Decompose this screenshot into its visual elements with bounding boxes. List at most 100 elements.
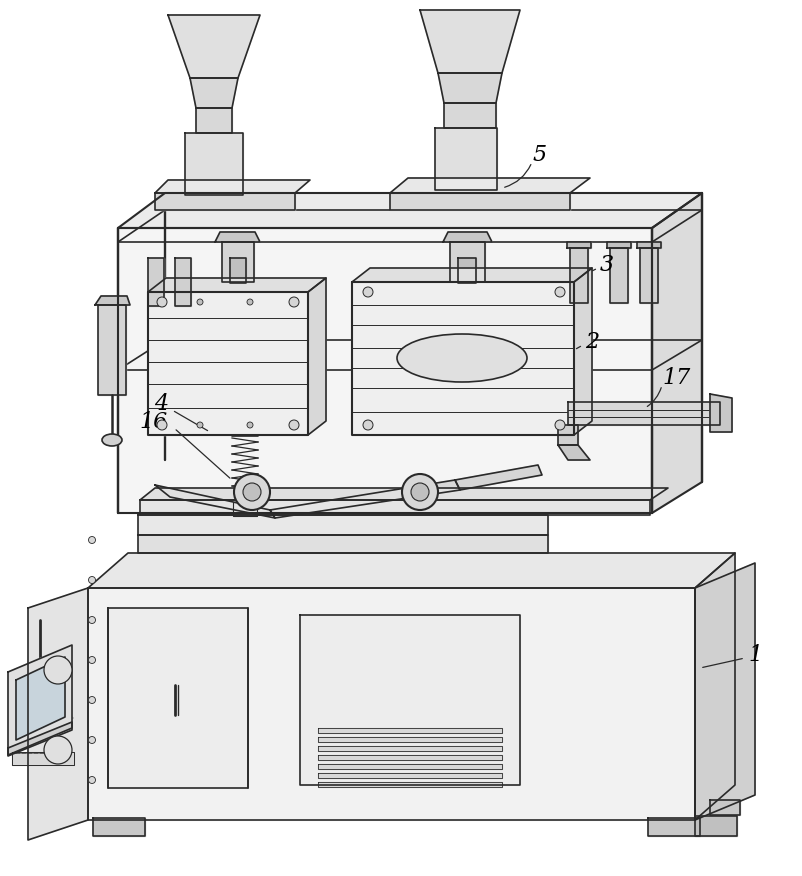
Polygon shape — [28, 588, 88, 840]
Polygon shape — [695, 816, 736, 836]
Polygon shape — [709, 800, 739, 815]
Polygon shape — [88, 553, 734, 588]
Polygon shape — [567, 402, 719, 425]
Circle shape — [363, 420, 373, 430]
Polygon shape — [98, 305, 126, 395]
Polygon shape — [639, 248, 657, 303]
Polygon shape — [435, 128, 496, 190]
Polygon shape — [647, 818, 699, 836]
Polygon shape — [88, 588, 695, 820]
Circle shape — [289, 297, 298, 307]
Polygon shape — [215, 232, 260, 242]
Polygon shape — [118, 193, 701, 228]
Text: 1: 1 — [747, 644, 761, 666]
Polygon shape — [138, 535, 547, 553]
Polygon shape — [557, 445, 589, 460]
Ellipse shape — [102, 434, 122, 446]
Circle shape — [88, 576, 95, 583]
Polygon shape — [318, 782, 501, 787]
Polygon shape — [233, 502, 257, 516]
Polygon shape — [184, 133, 243, 195]
Text: 17: 17 — [661, 367, 690, 389]
Polygon shape — [190, 78, 237, 108]
Polygon shape — [300, 615, 520, 785]
Polygon shape — [351, 282, 573, 435]
Polygon shape — [93, 818, 145, 836]
Polygon shape — [140, 488, 667, 500]
Polygon shape — [455, 465, 541, 490]
Polygon shape — [437, 73, 501, 103]
Polygon shape — [318, 728, 501, 733]
Polygon shape — [606, 242, 630, 248]
Polygon shape — [709, 394, 731, 432]
Polygon shape — [318, 764, 501, 769]
Polygon shape — [651, 193, 701, 513]
Circle shape — [196, 422, 203, 428]
Circle shape — [44, 736, 72, 764]
Circle shape — [88, 617, 95, 624]
Polygon shape — [351, 268, 591, 282]
Circle shape — [247, 299, 253, 305]
Text: 2: 2 — [585, 331, 598, 353]
Polygon shape — [318, 737, 501, 742]
Polygon shape — [175, 258, 191, 306]
Polygon shape — [457, 258, 476, 283]
Circle shape — [554, 420, 565, 430]
Polygon shape — [449, 242, 484, 282]
Polygon shape — [269, 480, 460, 518]
Polygon shape — [155, 193, 294, 210]
Polygon shape — [443, 232, 492, 242]
Polygon shape — [148, 292, 308, 435]
Circle shape — [243, 483, 261, 501]
Circle shape — [88, 536, 95, 543]
Polygon shape — [390, 178, 589, 193]
Polygon shape — [229, 258, 245, 283]
Polygon shape — [610, 248, 627, 303]
Polygon shape — [308, 278, 326, 435]
Circle shape — [402, 474, 437, 510]
Polygon shape — [155, 485, 274, 518]
Polygon shape — [196, 108, 232, 133]
Polygon shape — [557, 425, 577, 445]
Circle shape — [196, 299, 203, 305]
Polygon shape — [107, 608, 248, 788]
Circle shape — [88, 737, 95, 744]
Circle shape — [233, 474, 269, 510]
Circle shape — [88, 696, 95, 703]
Ellipse shape — [396, 334, 526, 382]
Polygon shape — [318, 746, 501, 751]
Circle shape — [157, 297, 167, 307]
Polygon shape — [140, 500, 649, 515]
Circle shape — [88, 656, 95, 663]
Polygon shape — [318, 773, 501, 778]
Polygon shape — [695, 563, 754, 820]
Circle shape — [157, 420, 167, 430]
Polygon shape — [566, 242, 590, 248]
Polygon shape — [16, 657, 65, 740]
Polygon shape — [419, 10, 520, 73]
Polygon shape — [390, 193, 569, 210]
Polygon shape — [573, 268, 591, 435]
Polygon shape — [8, 645, 72, 755]
Polygon shape — [155, 180, 310, 193]
Text: 3: 3 — [599, 254, 614, 276]
Circle shape — [363, 287, 373, 297]
Circle shape — [247, 422, 253, 428]
Polygon shape — [221, 242, 253, 282]
Polygon shape — [318, 755, 501, 760]
Text: 4: 4 — [154, 393, 168, 415]
Polygon shape — [118, 228, 651, 513]
Circle shape — [289, 420, 298, 430]
Polygon shape — [168, 15, 260, 78]
Text: 16: 16 — [140, 411, 168, 433]
Polygon shape — [695, 553, 734, 820]
Polygon shape — [444, 103, 496, 128]
Polygon shape — [8, 722, 72, 756]
Polygon shape — [569, 248, 587, 303]
Polygon shape — [148, 258, 164, 306]
Polygon shape — [636, 242, 660, 248]
Circle shape — [88, 776, 95, 783]
Circle shape — [44, 656, 72, 684]
Polygon shape — [138, 515, 547, 535]
Polygon shape — [95, 296, 130, 305]
